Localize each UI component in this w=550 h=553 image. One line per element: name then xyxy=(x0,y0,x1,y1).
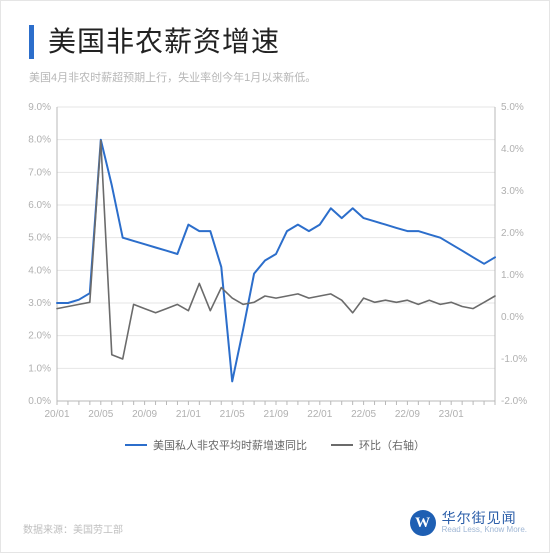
svg-text:22/05: 22/05 xyxy=(351,409,376,420)
svg-text:21/05: 21/05 xyxy=(220,409,245,420)
svg-text:20/01: 20/01 xyxy=(44,409,69,420)
svg-text:4.0%: 4.0% xyxy=(28,265,51,276)
svg-text:0.0%: 0.0% xyxy=(501,312,524,323)
svg-text:23/01: 23/01 xyxy=(439,409,464,420)
svg-text:3.0%: 3.0% xyxy=(28,298,51,309)
svg-text:20/05: 20/05 xyxy=(88,409,113,420)
svg-text:-1.0%: -1.0% xyxy=(501,354,527,365)
header: 美国非农薪资增速 美国4月非农时薪超预期上行，失业率创今年1月以来新低。 xyxy=(1,1,549,85)
svg-text:20/09: 20/09 xyxy=(132,409,157,420)
svg-text:3.0%: 3.0% xyxy=(501,186,524,197)
svg-text:22/01: 22/01 xyxy=(307,409,332,420)
accent-bar xyxy=(29,25,34,59)
svg-text:2.0%: 2.0% xyxy=(501,228,524,239)
svg-text:4.0%: 4.0% xyxy=(501,144,524,155)
data-source: 数据来源：美国劳工部 xyxy=(23,521,123,536)
brand-text: 华尔街见闻 Read Less, Know More. xyxy=(442,511,527,535)
svg-text:0.0%: 0.0% xyxy=(28,396,51,407)
svg-text:-2.0%: -2.0% xyxy=(501,396,527,407)
line-chart-svg: 0.0% 1.0% 2.0% 3.0% 4.0% 5.0% 6.0% 7.0% 8.0% 9.0%… xyxy=(11,95,541,435)
brand-name-en: Read Less, Know More. xyxy=(442,526,527,535)
svg-text:6.0%: 6.0% xyxy=(28,200,51,211)
title-row: 美国非农薪资增速 xyxy=(29,25,521,59)
brand: W 华尔街见闻 Read Less, Know More. xyxy=(410,510,527,536)
svg-text:21/09: 21/09 xyxy=(263,409,288,420)
svg-text:1.0%: 1.0% xyxy=(501,270,524,281)
legend-label-2: 环比（右轴） xyxy=(359,437,425,453)
legend: 美国私人非农平均时薪增速同比 环比（右轴） xyxy=(11,437,539,453)
chart-subtitle: 美国4月非农时薪超预期上行，失业率创今年1月以来新低。 xyxy=(29,69,521,85)
svg-text:5.0%: 5.0% xyxy=(28,232,51,243)
legend-swatch-1 xyxy=(125,444,147,446)
svg-text:7.0%: 7.0% xyxy=(28,167,51,178)
legend-item-1: 美国私人非农平均时薪增速同比 xyxy=(125,437,307,453)
svg-text:2.0%: 2.0% xyxy=(28,330,51,341)
legend-label-1: 美国私人非农平均时薪增速同比 xyxy=(153,437,307,453)
chart-title: 美国非农薪资增速 xyxy=(48,25,280,59)
footer: 数据来源：美国劳工部 W 华尔街见闻 Read Less, Know More. xyxy=(1,510,549,536)
brand-name-cn: 华尔街见闻 xyxy=(442,511,527,526)
svg-text:22/09: 22/09 xyxy=(395,409,420,420)
legend-item-2: 环比（右轴） xyxy=(331,437,425,453)
svg-text:1.0%: 1.0% xyxy=(28,363,51,374)
legend-swatch-2 xyxy=(331,444,353,446)
brand-logo-icon: W xyxy=(410,510,436,536)
chart-area: 0.0% 1.0% 2.0% 3.0% 4.0% 5.0% 6.0% 7.0% 8.0% 9.0%… xyxy=(11,95,539,453)
chart-card: 美国非农薪资增速 美国4月非农时薪超预期上行，失业率创今年1月以来新低。 0.0… xyxy=(0,0,550,553)
svg-text:8.0%: 8.0% xyxy=(28,134,51,145)
svg-text:9.0%: 9.0% xyxy=(28,102,51,113)
svg-text:5.0%: 5.0% xyxy=(501,102,524,113)
svg-text:21/01: 21/01 xyxy=(176,409,201,420)
